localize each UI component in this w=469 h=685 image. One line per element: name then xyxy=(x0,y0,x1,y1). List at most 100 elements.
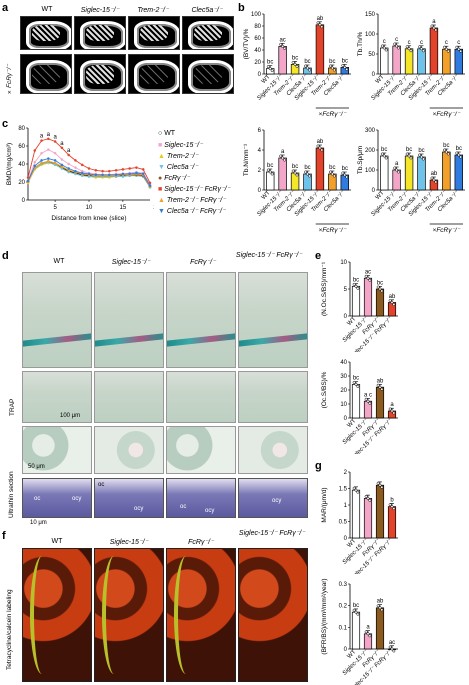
x-tick-label: 20 xyxy=(153,205,154,211)
microct-trem xyxy=(128,16,180,50)
data-point xyxy=(430,176,434,180)
data-point xyxy=(293,62,297,66)
panel-label-f: f xyxy=(2,530,6,542)
bar xyxy=(429,27,439,75)
data-point xyxy=(330,66,334,70)
data-point xyxy=(397,46,401,50)
y-tick-label: 0.1 xyxy=(339,625,348,631)
group-label: ×FcRγ⁻/⁻ xyxy=(319,227,347,234)
y-tick-label: 2 xyxy=(344,470,348,476)
data-point xyxy=(352,608,356,612)
series-point xyxy=(108,169,111,173)
data-point xyxy=(420,155,423,159)
bar xyxy=(375,607,385,650)
data-point xyxy=(434,28,438,32)
data-point xyxy=(384,48,388,52)
significance-label: ab xyxy=(317,16,324,22)
data-point xyxy=(380,44,384,48)
series-point xyxy=(26,179,30,183)
series-point xyxy=(67,153,70,157)
series-point xyxy=(135,166,138,169)
bar xyxy=(404,155,414,191)
trap-wt-mid xyxy=(22,371,92,423)
y-tick-label: 40 xyxy=(18,162,25,168)
data-point xyxy=(405,152,409,156)
data-point xyxy=(307,174,311,178)
series-point xyxy=(94,173,98,177)
data-point xyxy=(356,612,360,616)
data-point xyxy=(459,49,463,53)
series-point xyxy=(33,160,37,164)
data-point xyxy=(368,634,372,638)
trap-label: TRAP xyxy=(9,398,16,416)
y-tick-label: 2 xyxy=(258,168,262,174)
significance-label: ac xyxy=(389,640,395,646)
series-line xyxy=(27,149,151,185)
data-point xyxy=(307,68,311,72)
data-point xyxy=(366,399,370,403)
y-tick-label: 50 xyxy=(368,52,375,58)
data-point xyxy=(380,608,384,612)
series-point xyxy=(40,161,43,165)
significance-label: a xyxy=(40,134,44,140)
data-point xyxy=(354,610,358,614)
em-label-ocy2: ocy xyxy=(134,506,144,512)
data-point xyxy=(283,46,287,50)
bar xyxy=(417,48,426,75)
trap-dko-high xyxy=(238,426,308,474)
data-point xyxy=(279,42,283,46)
data-point xyxy=(390,301,394,304)
data-point xyxy=(283,158,287,162)
data-point xyxy=(341,171,345,175)
series-point xyxy=(53,151,57,155)
significance-label: a xyxy=(366,625,370,631)
data-point xyxy=(376,285,380,289)
data-point xyxy=(378,385,382,389)
x-tick-label: WT xyxy=(347,418,358,429)
data-point xyxy=(268,170,272,174)
data-point xyxy=(380,485,384,489)
trap-siglec-mid xyxy=(94,371,164,423)
data-point xyxy=(380,152,384,156)
trap-wt-high xyxy=(22,426,92,474)
data-point xyxy=(328,170,332,174)
series-point xyxy=(141,168,145,171)
legend-wt: ○ WT xyxy=(158,130,176,137)
x-axis-label: Distance from knee (slice) xyxy=(51,215,126,222)
bar xyxy=(351,285,361,317)
bar xyxy=(454,48,463,75)
significance-label: a xyxy=(432,19,436,25)
data-point xyxy=(397,170,401,174)
series-point xyxy=(60,158,64,161)
data-point xyxy=(316,21,320,25)
data-point xyxy=(457,153,461,157)
y-axis-label: (N.Oc.S/BS)/mm⁻¹ xyxy=(321,261,328,316)
group-label: ×FcRγ⁻/⁻ xyxy=(433,111,461,118)
bar xyxy=(315,24,325,75)
significance-label: bc xyxy=(342,58,348,64)
data-point xyxy=(393,42,397,46)
series-point xyxy=(40,139,43,142)
legend-siglec: ■ Siglec-15⁻/⁻ xyxy=(158,142,203,149)
series-point xyxy=(101,169,104,173)
data-point xyxy=(266,168,270,172)
data-point xyxy=(446,152,450,156)
legend-trem: ▲ Trem-2⁻/⁻ xyxy=(158,153,199,160)
f-row-label: Tetracycline/calcein labeling xyxy=(6,589,13,670)
significance-label: bc xyxy=(353,603,359,609)
em-siglec xyxy=(94,478,164,518)
data-point xyxy=(442,148,446,152)
data-point xyxy=(320,148,324,152)
chart-mar: 00.511.52MAR/(μm/d)WTSiglec-15⁻/⁻FcRγ⁻/⁻… xyxy=(321,470,398,574)
y-tick-label: 0 xyxy=(344,536,348,542)
significance-label: bc xyxy=(292,164,298,170)
data-point xyxy=(332,174,336,178)
significance-label: bc xyxy=(418,148,424,154)
data-point xyxy=(366,276,370,280)
data-point xyxy=(330,172,334,176)
data-point xyxy=(364,397,368,401)
y-tick-label: 100 xyxy=(365,32,376,38)
data-point xyxy=(341,63,345,67)
significance-label: a xyxy=(390,402,394,408)
